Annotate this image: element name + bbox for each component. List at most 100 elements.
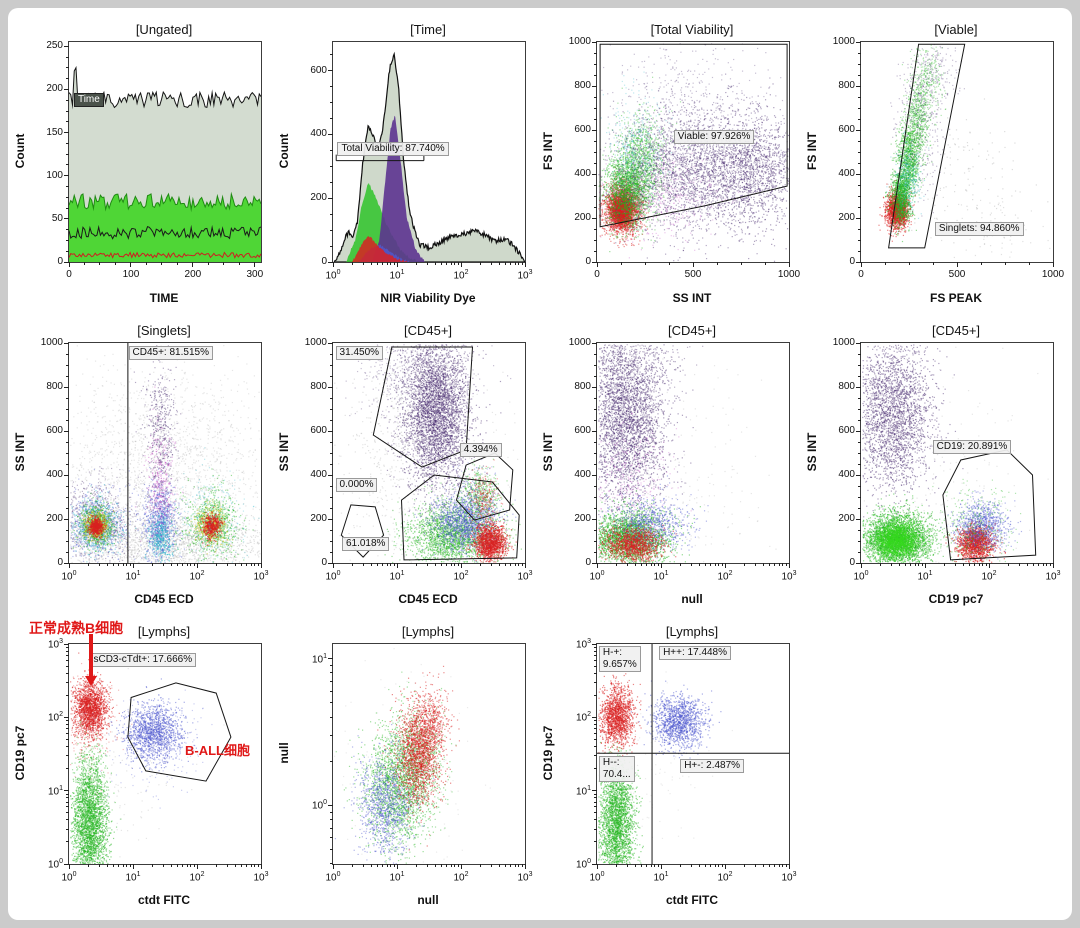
tick-mark bbox=[763, 563, 765, 566]
tick-mark bbox=[454, 864, 456, 867]
tick-label: 200 bbox=[838, 212, 855, 223]
plot-area[interactable]: 100 101 102 103 100 101 bbox=[312, 643, 533, 883]
gate-label[interactable]: 0.000% bbox=[335, 478, 378, 493]
tick-mark bbox=[330, 245, 333, 247]
tick-mark bbox=[594, 96, 597, 98]
tick-mark bbox=[978, 563, 980, 566]
tick-label: 200 bbox=[184, 269, 202, 280]
gate-label[interactable]: H-+: 9.657% bbox=[598, 646, 641, 673]
tick-mark bbox=[594, 694, 597, 696]
tick-mark bbox=[193, 864, 195, 867]
tick-mark bbox=[193, 563, 195, 566]
tick-mark bbox=[64, 88, 69, 90]
gate-label[interactable]: Singlets: 94.860% bbox=[934, 222, 1024, 237]
tick-mark bbox=[858, 540, 861, 542]
tick-mark bbox=[99, 864, 101, 867]
tick-mark bbox=[227, 563, 229, 566]
tick-mark bbox=[592, 790, 597, 792]
plot-area[interactable]: H-+: 9.657% H++: 17.448% H--: 70.4... H+-: … bbox=[576, 638, 797, 883]
plot-title: [CD45+] bbox=[931, 323, 981, 338]
tick-mark bbox=[64, 716, 69, 718]
tick-mark bbox=[594, 812, 597, 814]
plot-canvas[interactable] bbox=[69, 343, 261, 563]
tick-mark bbox=[615, 563, 617, 566]
tick-mark bbox=[328, 658, 333, 660]
tick-mark bbox=[657, 864, 659, 867]
tick-mark bbox=[679, 864, 681, 867]
tick-label: 400 bbox=[310, 128, 327, 140]
tick-label: 200 bbox=[310, 192, 327, 204]
gate-label[interactable]: H++: 17.448% bbox=[659, 646, 732, 661]
tick-mark bbox=[66, 186, 69, 187]
tick-mark bbox=[118, 563, 120, 566]
tick-mark bbox=[594, 107, 597, 109]
gate-label[interactable]: H+-: 2.487% bbox=[680, 759, 745, 774]
panel-cd45-null: [CD45+] SS INT 100 101 102 103 0 200 400 600 800… bbox=[538, 323, 802, 606]
tick-mark bbox=[524, 864, 526, 869]
tick-label: 103 bbox=[781, 570, 797, 583]
gate-label[interactable]: CD19: 20.891% bbox=[932, 439, 1012, 454]
panel-lymphs-quadrant: [Lymphs] CD19 pc7 H-+: 9.657% H++: 17.448… bbox=[538, 624, 802, 907]
gate-label[interactable]: 61.018% bbox=[341, 537, 390, 552]
plot-area[interactable]: 100 101 102 103 0 200 400 600 800 1000 bbox=[569, 337, 797, 582]
tick-mark bbox=[330, 529, 333, 531]
tick-label: 0 bbox=[66, 269, 72, 280]
gate-label[interactable]: Total Viability: 87.740% bbox=[337, 142, 449, 157]
plot-canvas[interactable] bbox=[597, 644, 789, 864]
plot-area[interactable]: 31.450% 4.394% 0.000% 61.018% 100 101 102 103 0 2… bbox=[305, 337, 533, 582]
plot-canvas[interactable] bbox=[69, 42, 261, 262]
tick-mark bbox=[64, 132, 69, 134]
tick-label: 0 bbox=[321, 256, 327, 267]
plot-canvas[interactable] bbox=[597, 343, 789, 563]
tick-mark bbox=[524, 563, 526, 568]
gate-label[interactable]: CD45+: 81.515% bbox=[128, 346, 213, 361]
tick-mark bbox=[161, 262, 163, 265]
gate-label[interactable]: Viable: 97.926% bbox=[673, 130, 755, 144]
tick-mark bbox=[592, 85, 597, 87]
plot-area[interactable]: CD45+: 81.515% 100 101 102 103 0 200 400 600 800 1… bbox=[41, 337, 269, 582]
plot-area[interactable]: Singlets: 94.860% 0 500 1000 0 200 400 600 800 10… bbox=[833, 36, 1064, 280]
plot-canvas[interactable] bbox=[333, 644, 525, 864]
plot-canvas[interactable] bbox=[597, 42, 789, 262]
gate-label[interactable]: 31.450% bbox=[335, 346, 384, 361]
tick-label: 400 bbox=[574, 168, 591, 179]
tick-label: 1000 bbox=[832, 36, 855, 47]
tick-mark bbox=[107, 864, 109, 867]
gate-label[interactable]: H--: 70.4... bbox=[598, 756, 635, 783]
tick-mark bbox=[386, 563, 388, 566]
plot-body: CD19 pc7 H-+: 9.657% H++: 17.448% H--: 70.… bbox=[538, 638, 802, 893]
tick-mark bbox=[594, 720, 597, 722]
tick-mark bbox=[650, 563, 652, 566]
plot-area[interactable]: Viable: 97.926% 0 500 1000 0 200 400 600 800 1000 bbox=[569, 36, 800, 280]
tick-mark bbox=[66, 659, 69, 661]
gate-label[interactable]: 4.394% bbox=[459, 443, 502, 458]
gate-label[interactable]: sCD3-cTdt+: 17.666% bbox=[89, 652, 197, 667]
analysis-board: [Ungated] Count Time 0 100 200 300 0 50 100 150 2… bbox=[8, 8, 1072, 920]
tick-mark bbox=[858, 239, 861, 241]
tick-mark bbox=[390, 262, 392, 265]
plot-area[interactable]: sCD3-cTdt+: 17.666% 正常成熟B细胞 B-ALL细胞 100 101 1… bbox=[29, 620, 269, 883]
tick-mark bbox=[594, 819, 597, 821]
gate-label[interactable]: Time bbox=[73, 92, 104, 107]
tick-mark bbox=[66, 654, 69, 656]
tick-mark bbox=[68, 262, 70, 267]
tick-mark bbox=[435, 864, 437, 867]
tick-mark bbox=[99, 563, 101, 566]
plot-title: [Lymphs] bbox=[137, 624, 191, 639]
plot-title: [CD45+] bbox=[667, 323, 717, 338]
plot-area[interactable]: CD19: 20.891% 100 101 102 103 0 200 400 600 800 10… bbox=[833, 337, 1061, 582]
plot-area[interactable]: Total Viability: 87.740% 100 101 102 103 0 200… bbox=[310, 41, 533, 281]
tick-mark bbox=[130, 262, 132, 267]
tick-mark bbox=[769, 864, 771, 867]
tick-mark bbox=[505, 864, 507, 867]
tick-mark bbox=[594, 738, 597, 740]
tick-mark bbox=[390, 563, 392, 566]
tick-mark bbox=[122, 864, 124, 867]
tick-mark bbox=[705, 864, 707, 867]
tick-label: 102 bbox=[575, 711, 591, 724]
tick-label: 0 bbox=[849, 256, 855, 267]
plot-area[interactable]: Time 0 100 200 300 0 50 100 150 200 250 bbox=[46, 40, 263, 280]
plot-body: SS INT 100 101 102 103 0 200 400 600 800 1000 bbox=[538, 337, 802, 592]
tick-mark bbox=[66, 99, 69, 101]
tick-label: 0 bbox=[57, 256, 63, 267]
